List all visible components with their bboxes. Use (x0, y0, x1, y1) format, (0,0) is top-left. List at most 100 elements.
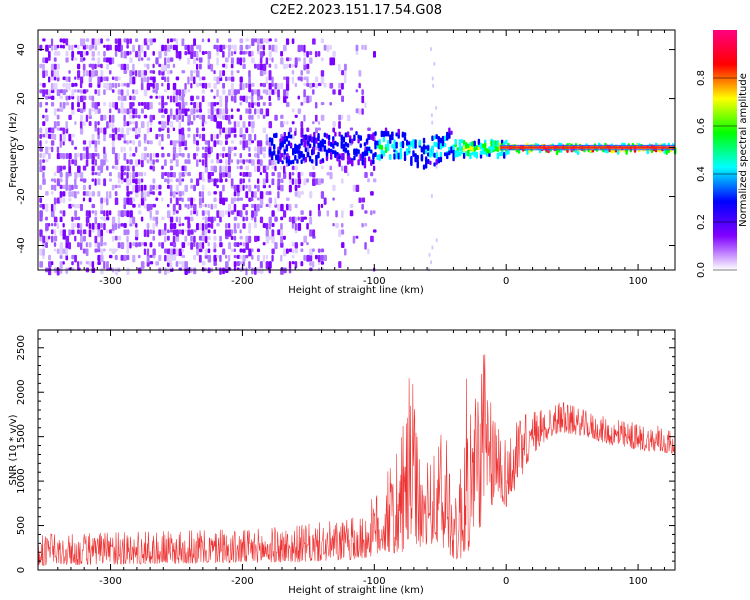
spectrogram-cell (187, 152, 190, 159)
spectrogram-cell (289, 142, 293, 148)
spectrogram-cell (161, 133, 164, 142)
spectrogram-cell (265, 172, 269, 180)
spectrogram-cell (149, 70, 153, 74)
spectrogram-cell (275, 155, 278, 160)
spectrogram-cell (248, 184, 252, 193)
spectrogram-cell (268, 184, 271, 189)
spectrogram-cell (341, 114, 344, 120)
spectrogram-cell (279, 138, 282, 143)
spectrogram-cell (256, 108, 261, 114)
spectrogram-cell (91, 38, 95, 45)
spectrogram-cell (329, 172, 333, 180)
spectrogram-cell (129, 165, 132, 170)
spectrogram-cell (53, 203, 57, 211)
spectrogram-cell (207, 216, 211, 222)
spectrogram-cell (88, 184, 92, 190)
spectrogram-cell (158, 254, 162, 262)
spectrogram-cell (94, 222, 99, 231)
spectrogram-cell (77, 242, 80, 248)
spectrogram-cell (50, 140, 55, 146)
spectrogram-cell (393, 153, 396, 160)
spectrogram-cell (152, 229, 155, 235)
spectrogram-cell (219, 133, 222, 138)
spectrogram-cell (332, 127, 336, 133)
spectrogram-cell (298, 143, 301, 149)
spectrogram-cell (62, 261, 65, 265)
spectrogram-cell (195, 133, 199, 137)
spectrogram-cell (251, 140, 255, 144)
spectrogram-cell (137, 51, 141, 59)
spectrogram-cell (178, 152, 182, 157)
spectrogram-cell (382, 136, 386, 143)
spectrogram-cell (77, 222, 80, 229)
spectrogram-cell (129, 121, 132, 125)
spectrogram-cell (230, 57, 234, 64)
spectrogram-cell (213, 248, 217, 253)
colorbar-tick-label: 0.2 (696, 214, 707, 230)
spectrogram-cell (100, 63, 103, 69)
spectrogram-cell (204, 254, 209, 259)
spectrogram-cell (190, 184, 194, 189)
spectrogram-cell (317, 127, 321, 131)
spectrogram-cell (233, 216, 238, 221)
spectrogram-cell (68, 165, 72, 174)
spectrogram-cell (195, 152, 199, 157)
spectrogram-cell (245, 108, 249, 114)
spectrogram-cell (344, 141, 348, 147)
spectrogram-cell (50, 229, 54, 235)
spectrogram-cell (184, 203, 188, 208)
spectrogram-cell (446, 131, 449, 138)
spectrogram-cell (274, 89, 278, 95)
spectrogram-cell (135, 70, 138, 77)
spectrogram-cell (306, 76, 309, 83)
spectrogram-cell (317, 178, 322, 186)
spectrogram-cell (355, 184, 360, 192)
spectrogram-cell (433, 141, 436, 147)
spectrogram-cell (181, 38, 185, 47)
spectrogram-cell (498, 151, 502, 157)
spectrogram-cell (300, 261, 304, 267)
spectrogram-cell (490, 148, 493, 154)
spectrogram-cell (219, 210, 223, 217)
spectrogram-cell (172, 38, 177, 42)
spectrogram-cell (355, 44, 359, 52)
spectrogram-cell (268, 261, 272, 269)
spectrogram-cell (132, 89, 135, 94)
spectrogram-cell (320, 114, 325, 121)
spectrogram-cell (207, 248, 211, 254)
spectrogram-cell (251, 57, 255, 64)
spectrogram-cell (82, 51, 87, 57)
spectrogram-cell (414, 153, 417, 159)
spectrogram-cell (233, 121, 237, 129)
spectrogram-cell (408, 144, 411, 152)
spectrogram-cell (481, 148, 485, 155)
spectrogram-cell (259, 216, 264, 224)
spectrogram-cell (268, 38, 272, 42)
spectrogram-cell (187, 229, 191, 236)
spectrogram-cell (395, 150, 398, 156)
spectrogram-cell (435, 158, 438, 165)
spectrogram-cell (219, 140, 223, 146)
spectrogram-cell (59, 229, 63, 237)
spectrogram-cell (303, 63, 307, 71)
spectrogram-cell (361, 95, 365, 104)
spectrogram-cell (100, 210, 104, 215)
spectrogram-cell (201, 235, 205, 242)
spectrogram-cell (82, 184, 86, 191)
spectrogram-cell (190, 102, 193, 106)
spectrogram-cell (91, 108, 96, 112)
spectrogram-cell (343, 248, 347, 256)
spectrogram-cell (317, 151, 320, 159)
spectrogram-cell (71, 261, 74, 266)
spectrogram-cell (53, 133, 57, 141)
spectrogram-cell (233, 51, 237, 55)
spectrogram-cell (361, 203, 364, 210)
spectrogram-cell (74, 235, 77, 242)
spectrogram-cell (45, 89, 49, 95)
spectrogram-cell (140, 57, 144, 61)
spectrogram-cell (222, 51, 225, 58)
spectrogram-cell (45, 133, 49, 139)
spectrogram-cell (259, 267, 264, 274)
spectrogram-cell (137, 267, 142, 274)
